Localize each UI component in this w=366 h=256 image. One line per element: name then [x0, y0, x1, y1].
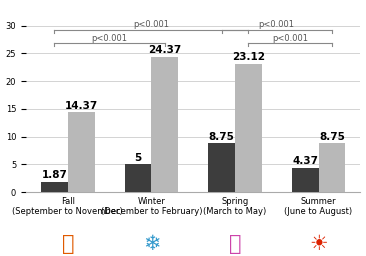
Text: p<0.001: p<0.001 [272, 34, 308, 42]
Text: p<0.001: p<0.001 [92, 34, 128, 42]
Text: 🌸: 🌸 [229, 233, 241, 254]
Text: ☀: ☀ [309, 233, 328, 254]
Text: 23.12: 23.12 [232, 52, 265, 62]
Bar [318, 143, 345, 192]
Bar [208, 143, 235, 192]
Text: 🍂: 🍂 [61, 233, 74, 254]
Text: 1.87: 1.87 [41, 170, 67, 180]
Bar [292, 168, 318, 192]
Text: 5: 5 [134, 153, 142, 163]
Text: 24.37: 24.37 [148, 45, 182, 55]
Text: p<0.001: p<0.001 [133, 20, 169, 29]
Text: p<0.001: p<0.001 [259, 20, 295, 29]
Text: ❄: ❄ [143, 233, 160, 254]
Bar [41, 182, 68, 192]
Text: 14.37: 14.37 [64, 101, 98, 111]
Text: 8.75: 8.75 [319, 132, 345, 142]
Bar [235, 64, 262, 192]
Bar [152, 57, 178, 192]
Text: 8.75: 8.75 [209, 132, 235, 142]
Bar [68, 112, 94, 192]
Bar [125, 164, 152, 192]
Text: 4.37: 4.37 [292, 156, 318, 166]
